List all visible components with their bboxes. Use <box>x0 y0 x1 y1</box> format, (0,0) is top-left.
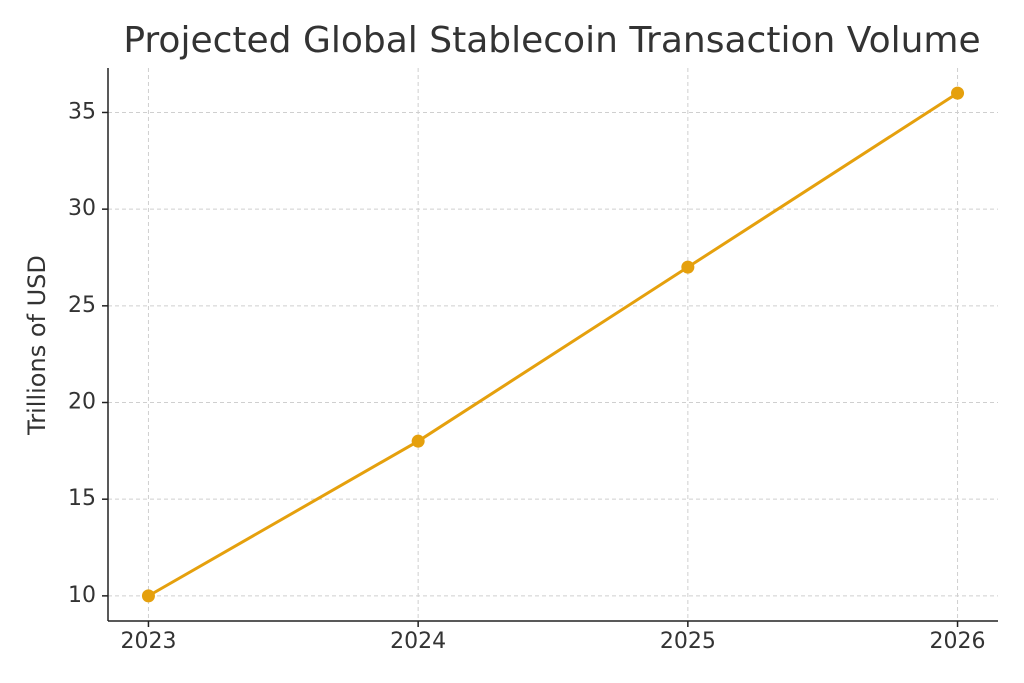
y-axis-label: Trillions of USD <box>23 255 51 436</box>
marker <box>411 434 425 448</box>
chart-title: Projected Global Stablecoin Transaction … <box>123 20 980 61</box>
x-tick-label: 2026 <box>930 629 986 654</box>
x-tick-label: 2023 <box>120 629 176 654</box>
marker <box>681 260 695 274</box>
y-tick-label: 10 <box>68 583 96 608</box>
y-tick-label: 25 <box>68 293 96 318</box>
y-tick-label: 20 <box>68 390 96 415</box>
y-tick-label: 30 <box>68 196 96 221</box>
y-tick-label: 35 <box>68 99 96 124</box>
x-tick-label: 2025 <box>660 629 716 654</box>
marker <box>951 86 965 100</box>
y-tick-label: 15 <box>68 486 96 511</box>
x-tick-label: 2024 <box>390 629 446 654</box>
line <box>147 91 959 598</box>
marker <box>141 589 155 603</box>
